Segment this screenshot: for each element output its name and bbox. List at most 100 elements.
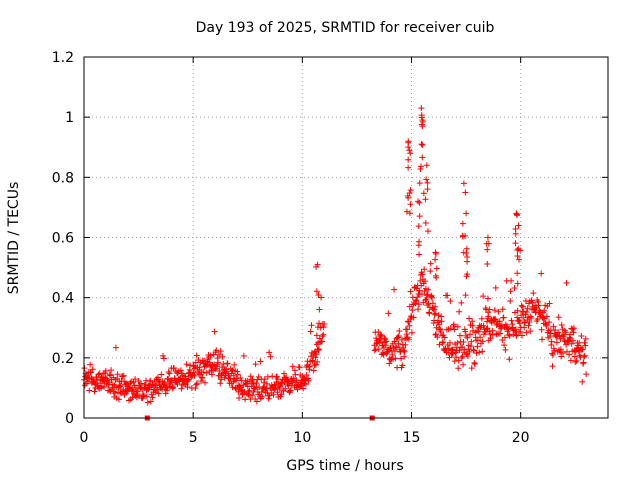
data-point [453,354,460,361]
data-point [426,310,433,317]
data-point [229,384,236,391]
data-point [287,387,294,394]
data-point [215,359,222,366]
data-point [392,355,399,362]
y-axis-label: SRMTID / TECUs [6,182,22,295]
data-point [201,379,208,386]
data-point [491,307,498,314]
data-point [272,384,279,391]
data-point [501,334,508,341]
data-point [249,392,256,399]
data-point [163,387,170,394]
data-point [409,307,416,314]
data-point [432,331,439,338]
data-point [396,327,403,334]
data-point [418,291,425,298]
data-point [393,344,400,351]
data-point [395,340,402,347]
data-point [520,308,527,315]
data-point [474,343,481,350]
data-point [267,353,274,360]
data-point [500,314,507,321]
data-point [278,391,285,398]
x-tick-label: 5 [189,430,198,446]
data-point [312,354,319,361]
data-point [261,376,268,383]
data-point-peak [463,245,470,252]
data-point [165,368,172,375]
data-point-peak [405,144,412,151]
data-point [410,314,417,321]
data-point [196,364,203,371]
data-point [432,303,439,310]
data-point [95,371,102,378]
data-point [380,351,387,358]
data-point-peak [423,162,430,169]
data-point [121,378,128,385]
data-point [450,321,457,328]
data-point [553,339,560,346]
data-point [391,348,398,355]
data-point [557,335,564,342]
data-point [193,352,200,359]
data-point [464,334,471,341]
data-point [270,391,277,398]
data-point [199,357,206,364]
data-point-peak [432,256,439,263]
data-point [567,357,574,364]
data-point [456,332,463,339]
data-point [496,318,503,325]
data-point [528,315,535,322]
data-point [569,326,576,333]
data-point [194,380,201,387]
data-point [308,322,315,329]
chart-title: Day 193 of 2025, SRMTID for receiver cui… [196,20,495,36]
data-point [320,331,327,338]
data-point [289,363,296,370]
data-point [425,300,432,307]
x-tick-label: 10 [293,430,311,446]
data-point-peak [419,154,426,161]
data-point [114,371,121,378]
data-point [568,340,575,347]
data-point [456,308,463,315]
data-point [440,331,447,338]
data-point [149,394,156,401]
data-point [415,301,422,308]
data-point [405,336,412,343]
data-point [540,314,547,321]
data-point [162,390,169,397]
data-point [525,322,532,329]
data-point [480,322,487,329]
data-point [524,305,531,312]
data-point-peak [314,324,321,331]
data-point [571,353,578,360]
data-point [211,328,218,335]
data-point [208,371,215,378]
data-point [460,361,467,368]
data-point [185,376,192,383]
data-point [548,338,555,345]
data-point [514,307,521,314]
data-point [546,319,553,326]
data-point [501,342,508,349]
data-point [159,386,166,393]
data-point [314,358,321,365]
data-point [466,348,473,355]
data-point [541,307,548,314]
data-point [315,346,322,353]
data-point [530,290,537,297]
data-point [556,348,563,355]
data-point [259,393,266,400]
data-point [307,328,314,335]
data-point [111,393,118,400]
data-point-peak [403,208,410,215]
data-point-peak [419,123,426,130]
data-point [427,268,434,275]
data-point [467,331,474,338]
data-point-peak [416,180,423,187]
data-point [89,366,96,373]
data-point [479,348,486,355]
data-point [441,334,448,341]
data-point [426,304,433,311]
